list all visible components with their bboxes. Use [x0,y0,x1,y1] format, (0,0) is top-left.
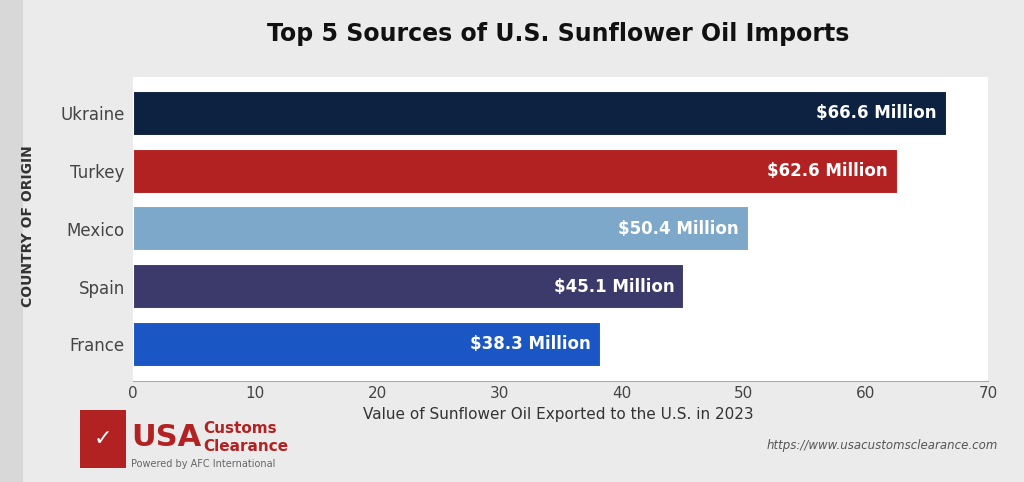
Bar [133,206,749,252]
Text: USA: USA [131,423,202,452]
Text: $50.4 Million: $50.4 Million [618,220,739,238]
Bar [133,91,946,136]
Text: https://www.usacustomsclearance.com: https://www.usacustomsclearance.com [767,440,998,452]
Bar [133,322,601,367]
Text: $62.6 Million: $62.6 Million [767,162,888,180]
Text: $66.6 Million: $66.6 Million [816,105,937,122]
Text: ✓: ✓ [93,428,113,449]
Text: Value of Sunflower Oil Exported to the U.S. in 2023: Value of Sunflower Oil Exported to the U… [362,407,754,422]
Bar [133,264,684,309]
Text: COUNTRY OF ORIGIN: COUNTRY OF ORIGIN [20,146,35,308]
Text: Top 5 Sources of U.S. Sunflower Oil Imports: Top 5 Sources of U.S. Sunflower Oil Impo… [267,22,849,46]
Text: $38.3 Million: $38.3 Million [470,335,591,353]
Bar [133,148,898,194]
Text: Customs
Clearance: Customs Clearance [203,421,288,454]
Text: $45.1 Million: $45.1 Million [554,278,674,295]
Text: Powered by AFC International: Powered by AFC International [131,459,275,469]
